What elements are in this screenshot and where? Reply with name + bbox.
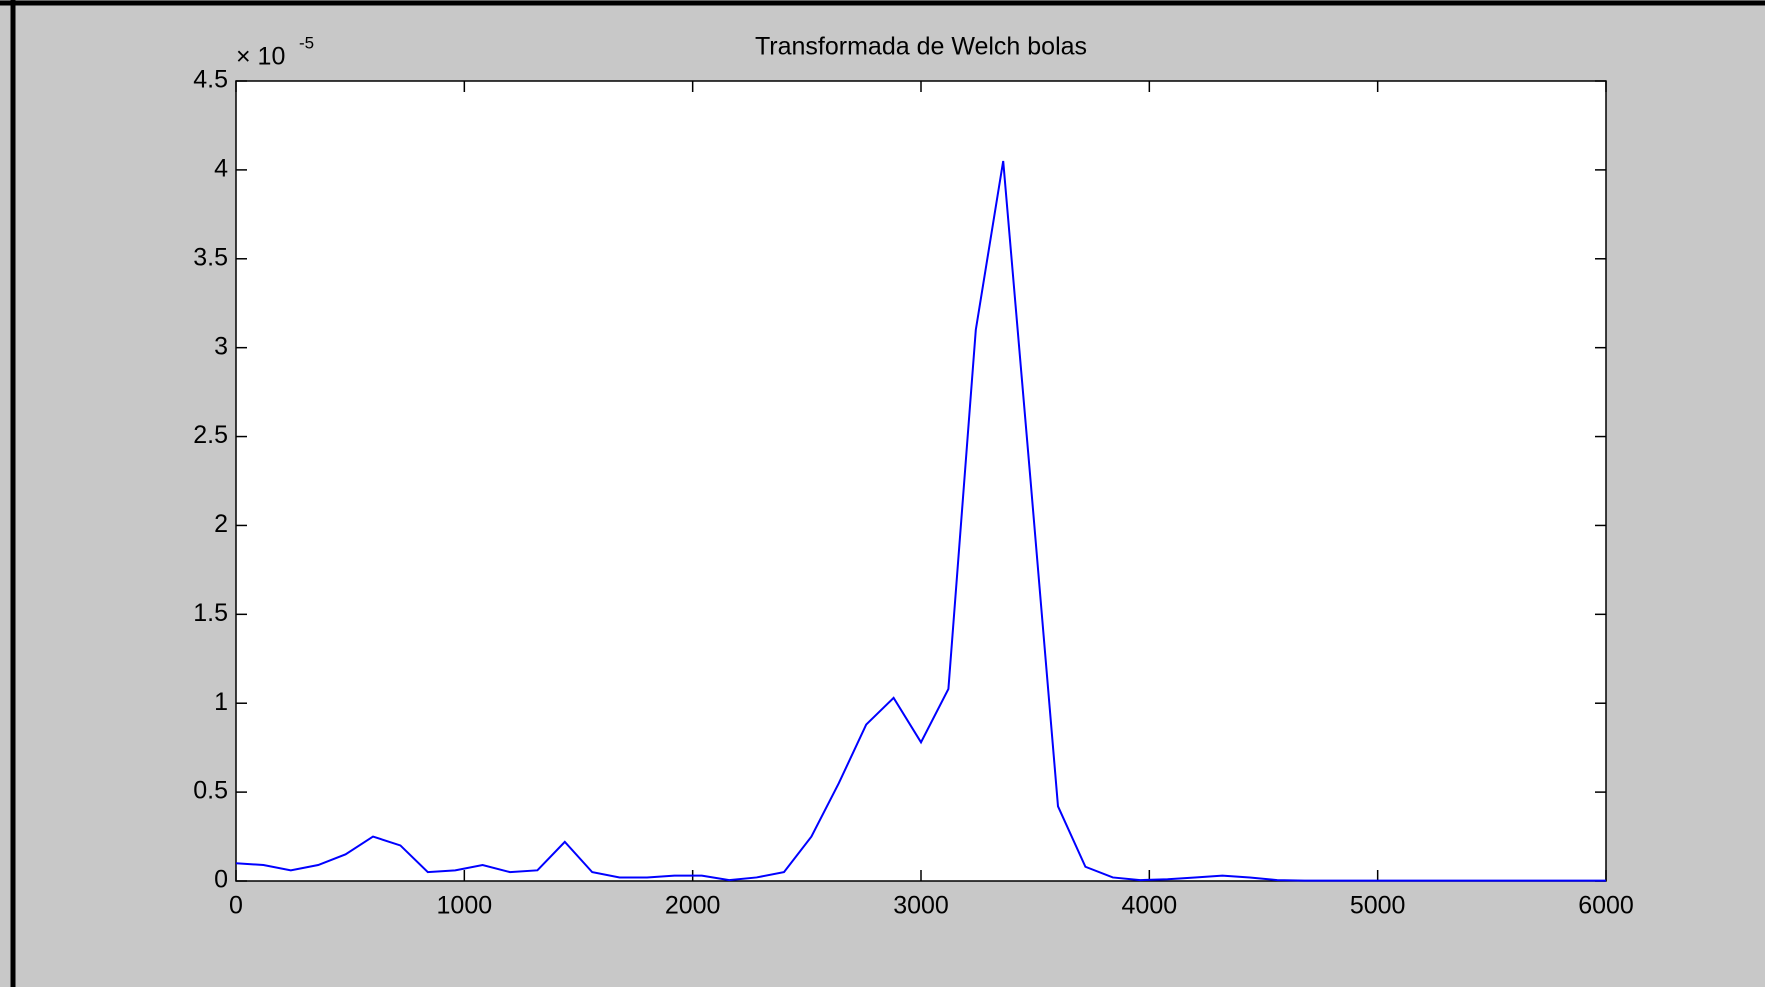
x-tick-label: 2000 xyxy=(665,892,721,920)
x-tick-label: 1000 xyxy=(437,892,493,920)
y-tick-label: 0.5 xyxy=(193,777,228,805)
y-tick-label: 1.5 xyxy=(193,599,228,627)
y-tick-label: 0 xyxy=(214,866,228,894)
y-tick-label: 2 xyxy=(214,510,228,538)
y-exponent-base: × 10 xyxy=(236,43,285,71)
x-tick-label: 3000 xyxy=(893,892,949,920)
x-tick-label: 4000 xyxy=(1122,892,1178,920)
y-exponent-power: -5 xyxy=(299,33,314,52)
x-tick-label: 6000 xyxy=(1578,892,1634,920)
y-tick-label: 4.5 xyxy=(193,66,228,94)
plot-area xyxy=(235,80,1607,882)
y-tick-label: 4 xyxy=(214,154,228,182)
chart-title: Transformada de Welch bolas xyxy=(755,33,1087,61)
x-tick-label: 5000 xyxy=(1350,892,1406,920)
y-tick-label: 2.5 xyxy=(193,421,228,449)
x-tick-label: 0 xyxy=(229,892,243,920)
data-line xyxy=(235,160,1606,882)
y-tick-label: 1 xyxy=(214,688,228,716)
y-tick-label: 3.5 xyxy=(193,243,228,271)
y-tick-label: 3 xyxy=(214,332,228,360)
